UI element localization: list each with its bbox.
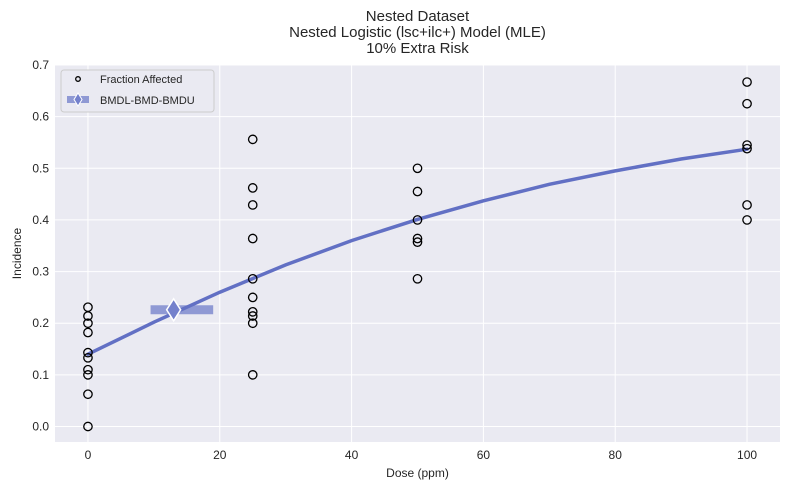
data-point (742, 77, 752, 87)
data-point (412, 237, 423, 247)
legend: Fraction Affected BMDL-BMD-BMDU (60, 69, 215, 113)
x-axis-label: Dose (ppm) (386, 466, 449, 480)
y-axis-ticks: 0.0 0.1 0.2 0.3 0.4 0.5 0.6 0.7 (32, 58, 49, 434)
data-point (83, 364, 93, 375)
data-point (247, 200, 258, 210)
chart-marks (83, 77, 752, 432)
y-tick-label: 0.5 (32, 161, 49, 175)
data-point (83, 347, 93, 358)
data-point (247, 318, 258, 329)
y-tick-label: 0.2 (32, 316, 49, 330)
x-tick-label: 80 (609, 448, 623, 462)
y-tick-label: 0.3 (32, 265, 49, 279)
bmd-marker (165, 297, 182, 323)
data-point (247, 370, 258, 380)
legend-box (60, 69, 215, 113)
x-tick-label: 60 (477, 448, 491, 462)
data-point (247, 292, 258, 303)
data-point (83, 302, 93, 313)
x-tick-label: 40 (345, 448, 359, 462)
x-tick-label: 20 (213, 448, 227, 462)
data-point (247, 307, 258, 317)
chart-title-line-3: 10% Extra Risk (366, 40, 469, 57)
data-point (247, 233, 258, 244)
y-tick-label: 0.4 (32, 213, 49, 227)
chart-title-line-2: Nested Logistic (lsc+ilc+) Model (MLE) (289, 24, 546, 41)
data-point (412, 186, 423, 197)
plot-area (55, 65, 780, 442)
x-axis-ticks: 0 20 40 60 80 100 (85, 448, 758, 462)
data-point (83, 421, 93, 432)
legend-marker-bmd-diamond (73, 92, 83, 107)
data-point (247, 183, 258, 193)
legend-marker-fraction-affected (75, 76, 81, 82)
data-point (742, 200, 752, 210)
model-curve (86, 147, 749, 356)
data-point (83, 318, 93, 329)
legend-label-bmd: BMDL-BMD-BMDU (100, 95, 195, 107)
x-tick-label: 100 (737, 448, 757, 462)
legend-label-fraction-affected: Fraction Affected (100, 74, 182, 86)
y-tick-label: 0.0 (32, 420, 49, 434)
y-tick-label: 0.1 (32, 368, 49, 382)
data-point (83, 327, 93, 338)
data-point (247, 273, 258, 284)
data-point (412, 233, 423, 244)
data-point (247, 134, 258, 145)
data-point (742, 215, 752, 225)
y-tick-label: 0.7 (32, 58, 49, 72)
data-point (83, 370, 93, 380)
data-point (742, 98, 752, 109)
data-point (742, 140, 752, 150)
x-tick-label: 0 (85, 448, 92, 462)
data-point (742, 143, 752, 154)
data-point (83, 389, 93, 400)
y-axis-label: Incidence (10, 227, 24, 279)
data-point (247, 311, 258, 321)
data-point (83, 352, 93, 363)
data-point (412, 273, 423, 284)
grid-lines (55, 64, 780, 442)
y-tick-label: 0.6 (32, 110, 49, 124)
data-point (412, 215, 423, 225)
data-point (412, 163, 423, 174)
chart-title-line-1: Nested Dataset (366, 8, 470, 25)
